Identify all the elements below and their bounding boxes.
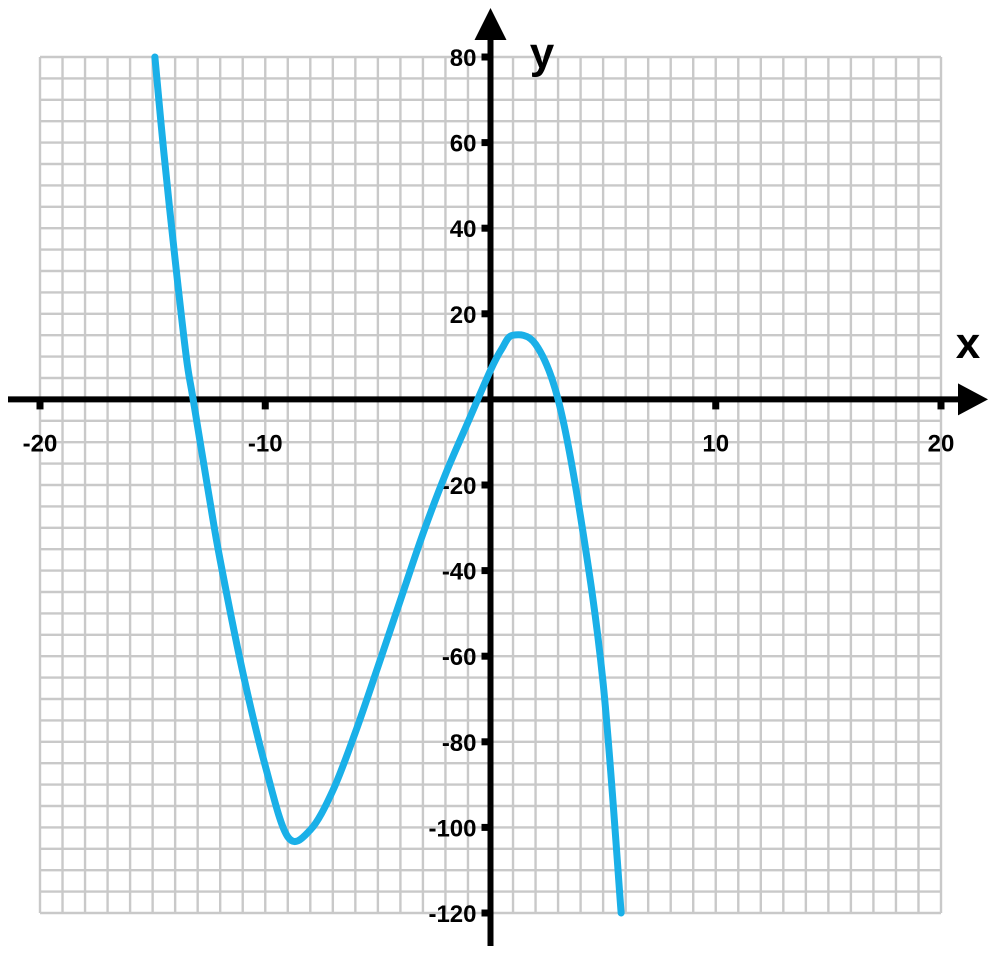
y-axis-label: y <box>530 29 555 78</box>
y-axis-arrowhead <box>474 8 507 40</box>
x-axis-arrowhead <box>958 383 988 416</box>
x-axis-label: x <box>956 319 981 368</box>
ticks <box>36 53 945 917</box>
x-tick-label: -20 <box>23 430 58 457</box>
y-tick-label: -40 <box>442 559 477 586</box>
y-tick-label: 80 <box>450 45 477 72</box>
series-curve <box>151 53 625 917</box>
x-tick-label: -10 <box>248 430 283 457</box>
y-tick-label: 60 <box>450 131 477 158</box>
x-tick-label: 20 <box>928 430 955 457</box>
y-tick-label: -80 <box>442 730 477 757</box>
y-tick-label: 20 <box>450 302 477 329</box>
x-tick-label: 10 <box>702 430 729 457</box>
axes <box>8 8 988 946</box>
y-tick-label: -100 <box>428 815 476 842</box>
y-tick-label: -120 <box>428 901 476 928</box>
y-tick-label: 40 <box>450 216 477 243</box>
y-tick-label: -60 <box>442 644 477 671</box>
